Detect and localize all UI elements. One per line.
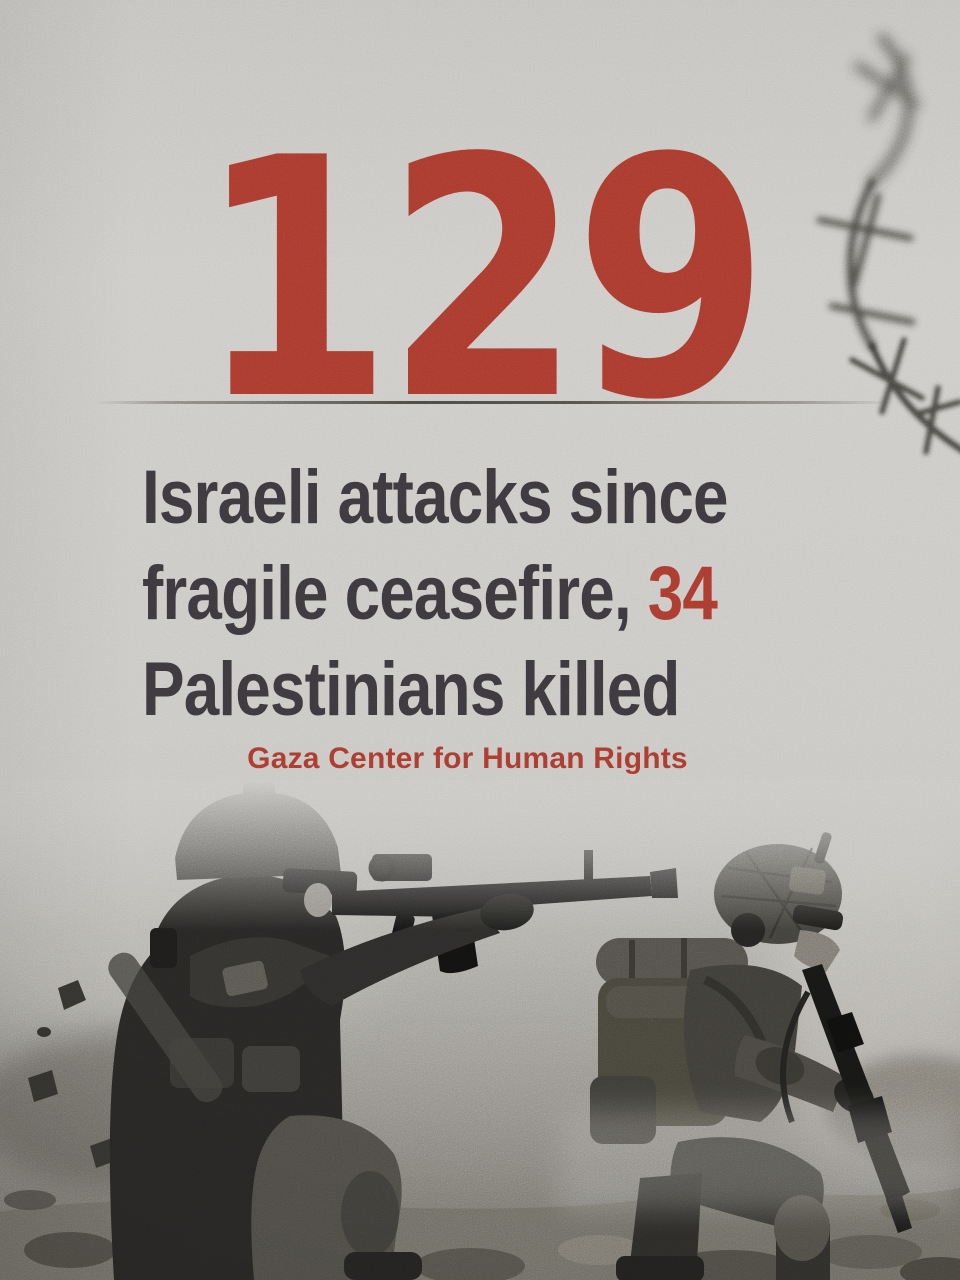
soldier-left: [108, 782, 678, 1280]
divider-line: [95, 401, 895, 404]
headline-line-1: Israeli attacks since: [142, 455, 729, 540]
headline-number: 34: [647, 551, 718, 636]
quds-news-logo: [303, 801, 402, 846]
attribution-text: Gaza Center for Human Rights: [247, 742, 688, 775]
headline-line-2: fragile ceasefire, 34: [142, 551, 718, 636]
telegram-icon: [419, 814, 452, 840]
headline: Israeli attacks since fragile ceasefire,…: [142, 450, 898, 738]
casualty-count: 129: [197, 88, 769, 472]
headline-line-3: Palestinians killed: [142, 647, 680, 732]
branding-row: Telegram: QudsNEN: [48, 798, 960, 856]
telegram-handle: Telegram: QudsNEN: [468, 811, 756, 842]
soldier-right: [590, 832, 912, 1280]
